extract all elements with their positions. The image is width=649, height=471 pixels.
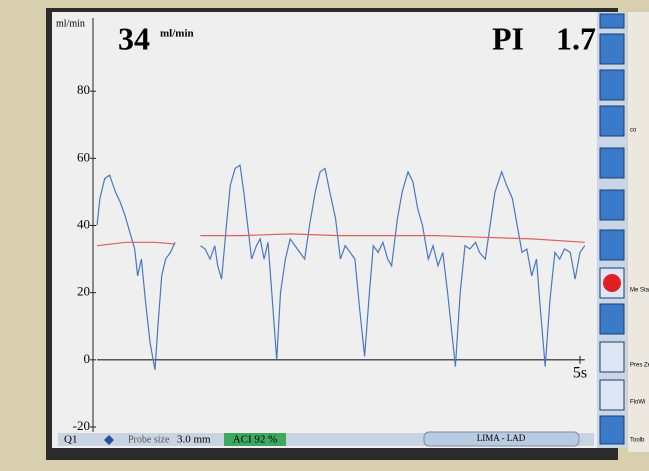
- tool-button[interactable]: [600, 380, 624, 410]
- flow-unit: ml/min: [160, 28, 194, 40]
- tool-button[interactable]: [600, 34, 624, 64]
- y-tick-label: 0: [84, 351, 91, 366]
- tool-button[interactable]: [600, 230, 624, 260]
- tool-button[interactable]: [600, 416, 624, 444]
- side-label: Pres Zero: [630, 363, 649, 369]
- tool-button[interactable]: [600, 106, 624, 136]
- page: {"header": {"flow": "34", "flow_unit": "…: [0, 0, 649, 466]
- y-tick-label: 20: [77, 284, 90, 299]
- plot-panel: [52, 12, 597, 448]
- tool-button[interactable]: [600, 148, 624, 178]
- y-tick-label: -20: [73, 418, 90, 433]
- vessel: LIMA - LAD: [477, 433, 526, 443]
- channel: Q1: [64, 434, 77, 446]
- tool-button[interactable]: [600, 70, 624, 100]
- tool-button[interactable]: [600, 190, 624, 220]
- side-label: Toolb: [630, 438, 645, 444]
- pi-value: 1.7: [556, 20, 596, 56]
- y-tick-label: 80: [77, 82, 90, 97]
- y-tick-label: 40: [77, 216, 90, 231]
- side-label: co: [630, 128, 637, 134]
- tool-button[interactable]: [600, 14, 624, 28]
- tool-button[interactable]: [600, 304, 624, 334]
- probe-label: Probe size: [128, 434, 170, 445]
- side-label: Me Sta: [630, 288, 649, 294]
- screen: 34 ml/min PI 1.7 ml/min Q1 Probe size 3.…: [0, 0, 649, 466]
- aci: ACI 92 %: [233, 434, 278, 446]
- side-label: FloWi: [630, 400, 645, 406]
- side-menu: [628, 12, 649, 452]
- y-axis-label: ml/min: [56, 18, 85, 29]
- x-tick-label: 5s: [573, 365, 587, 382]
- y-tick-label: 60: [77, 149, 90, 164]
- flow-value: 34: [118, 20, 150, 56]
- record-icon: [603, 274, 621, 292]
- pi-label: PI: [492, 20, 524, 56]
- tool-button[interactable]: [600, 342, 624, 372]
- probe-value: 3.0 mm: [177, 434, 211, 446]
